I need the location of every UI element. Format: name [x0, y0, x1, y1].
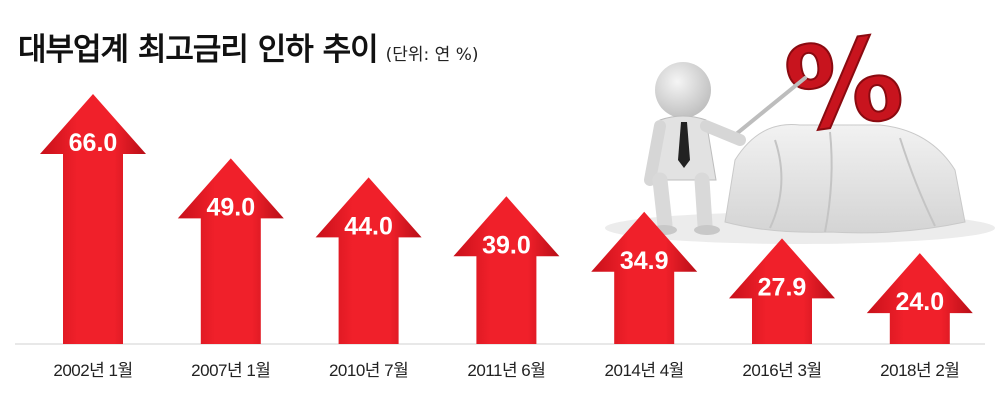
bar-arrow: [866, 253, 973, 344]
category-label-group: 2002년 1월 2007년 1월 2010년 7월 2011년 6월 2014년 4월…: [53, 361, 960, 380]
chart-unit: (단위: 연 %): [385, 45, 479, 65]
bar-arrow: [315, 177, 422, 344]
bar-arrow: [729, 238, 835, 344]
chart-header: 대부업계 최고금리 인하 추이 (단위: 연 %): [18, 24, 479, 69]
bar-value-label: 39.0: [482, 231, 531, 259]
bar-group: 66.0 49.0 44.0 39.0 34.9 27.9 24.0: [40, 94, 973, 344]
bar-value-label: 27.9: [758, 273, 807, 301]
bar-arrow: [453, 196, 560, 344]
category-label: 2014년 4월: [605, 361, 684, 380]
category-label: 2007년 1월: [191, 361, 270, 380]
bar-value-label: 66.0: [69, 129, 118, 157]
category-label: 2016년 3월: [742, 361, 821, 380]
bar-arrow: [40, 94, 146, 344]
bar-arrow: [177, 158, 284, 344]
category-label: 2018년 2월: [880, 361, 959, 380]
category-label: 2002년 1월: [53, 361, 132, 380]
bar-value-label: 24.0: [895, 288, 944, 316]
bar-arrow: [591, 211, 698, 344]
presenter-with-percent-sign-icon: %: [605, 10, 995, 244]
bar-value-label: 44.0: [344, 212, 393, 240]
bar-value-label: 49.0: [206, 193, 255, 221]
bar-value-label: 34.9: [620, 247, 669, 275]
chart-title: 대부업계 최고금리 인하 추이: [18, 32, 379, 68]
category-label: 2011년 6월: [467, 361, 545, 380]
category-label: 2010년 7월: [329, 361, 408, 380]
